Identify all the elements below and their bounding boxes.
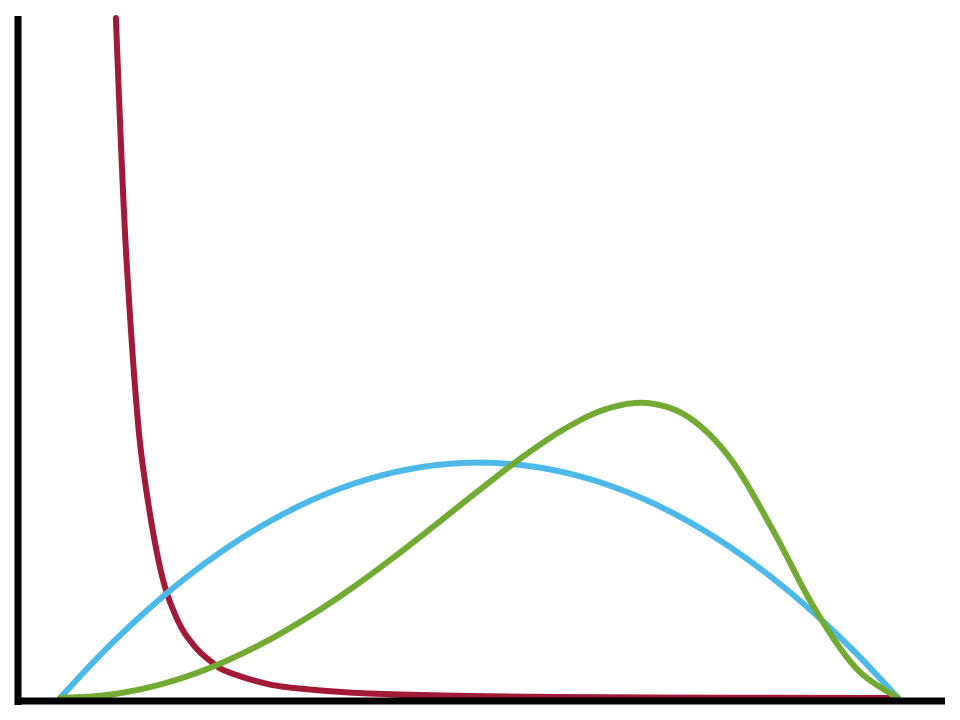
series-layer <box>57 15 901 701</box>
series-line-green <box>57 399 901 701</box>
series-line-blue <box>57 459 901 701</box>
series-line-red <box>112 15 901 701</box>
